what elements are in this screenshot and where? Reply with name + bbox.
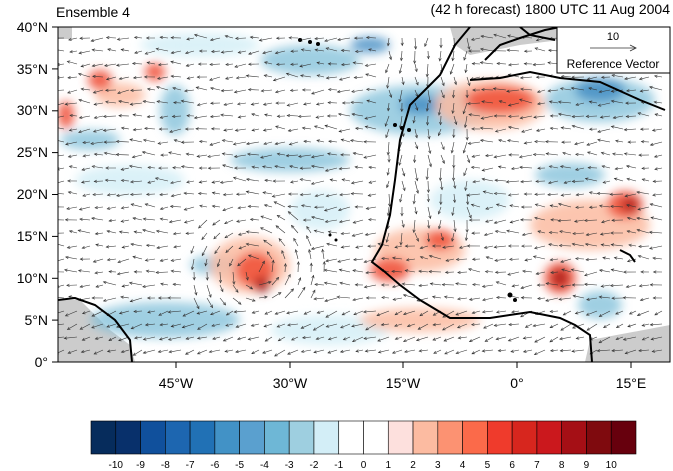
colorbar-swatch	[536, 420, 562, 455]
lat-label: 40°N	[17, 19, 48, 35]
lat-label: 30°N	[17, 102, 48, 118]
colorbar-swatch	[437, 420, 463, 455]
colorbar-tick-label: -10	[109, 460, 124, 471]
lat-label: 35°N	[17, 61, 48, 77]
coastlines	[58, 27, 666, 362]
colorbar-swatch	[239, 420, 265, 455]
panel-title: Ensemble 4	[56, 4, 130, 20]
colorbar-swatch	[313, 420, 340, 455]
latitude-axis	[52, 26, 58, 363]
longitude-axis	[175, 362, 632, 368]
colorbar-tick-label: 4	[460, 460, 466, 471]
colorbar-swatch	[165, 420, 191, 455]
lon-label: 15°E	[616, 375, 647, 391]
colorbar-swatch	[462, 420, 488, 455]
colorbar-tick-label: -8	[161, 460, 170, 471]
reference-vector-label: Reference Vector	[567, 57, 660, 71]
colorbar-swatch	[487, 420, 513, 455]
colorbar-tick-label: -5	[235, 460, 244, 471]
reference-vector-value: 10	[607, 31, 619, 43]
colorbar-tick-label: -6	[210, 460, 219, 471]
lon-label: 45°W	[159, 375, 194, 391]
masked-terrain	[58, 27, 670, 362]
colorbar-swatch	[511, 420, 538, 455]
lat-label: 0°	[35, 354, 48, 370]
colorbar-swatch	[412, 420, 439, 455]
lon-label: 15°W	[386, 375, 421, 391]
colorbar-tick-label: 3	[435, 460, 441, 471]
lat-label: 25°N	[17, 144, 48, 160]
forecast-time: (42 h forecast) 1800 UTC 11 Aug 2004	[431, 1, 671, 17]
map-panel	[58, 27, 670, 362]
colorbar-tick-label: -7	[186, 460, 195, 471]
colorbar-swatch	[387, 420, 414, 455]
colorbar-swatch	[264, 420, 290, 455]
colorbar-tick-label: -1	[334, 460, 343, 471]
colorbar-tick-label: 1	[385, 460, 391, 471]
colorbar-swatch	[115, 420, 141, 455]
colorbar-tick-label: -2	[310, 460, 319, 471]
colorbar-tick-label: -9	[136, 460, 145, 471]
colorbar-tick-label: -3	[285, 460, 294, 471]
colorbar-tick-label: 10	[606, 460, 618, 471]
wind-vectors	[58, 33, 663, 357]
colorbar-swatch	[288, 420, 315, 455]
colorbar-tick-label: 9	[584, 460, 590, 471]
colorbar-tick-label: 8	[559, 460, 565, 471]
lon-label: 0°	[510, 375, 523, 391]
anomaly-shading	[58, 33, 655, 345]
colorbar-labels: -10 -9 -8 -7 -6 -5 -4 -3 -2 -1 0 1 2 3 4 5 6 7 8 9 10	[109, 460, 618, 471]
colorbar-swatch	[338, 420, 364, 455]
colorbar-tick-label: 0	[361, 460, 367, 471]
colorbar-swatch	[610, 420, 637, 455]
colorbar-swatch	[140, 420, 166, 455]
colorbar-swatch	[214, 420, 240, 455]
colorbar-tick-label: -4	[260, 460, 269, 471]
colorbar-tick-label: 7	[534, 460, 540, 471]
colorbar-swatch	[90, 420, 117, 455]
lat-label: 10°N	[17, 270, 48, 286]
colorbar-swatch	[363, 420, 389, 455]
colorbar-swatch	[189, 420, 216, 455]
lat-label: 20°N	[17, 186, 48, 202]
lat-label: 15°N	[17, 228, 48, 244]
colorbar-tick-label: 5	[485, 460, 491, 471]
colorbar-tick-label: 6	[509, 460, 515, 471]
colorbar-tick-label: 2	[410, 460, 416, 471]
islands	[298, 38, 517, 302]
colorbar-swatch	[586, 420, 612, 455]
lat-label: 5°N	[25, 312, 49, 328]
colorbar	[90, 420, 637, 455]
lon-label: 30°W	[273, 375, 308, 391]
colorbar-swatch	[561, 420, 587, 455]
reference-vector-legend: 10 Reference Vector	[556, 26, 671, 74]
